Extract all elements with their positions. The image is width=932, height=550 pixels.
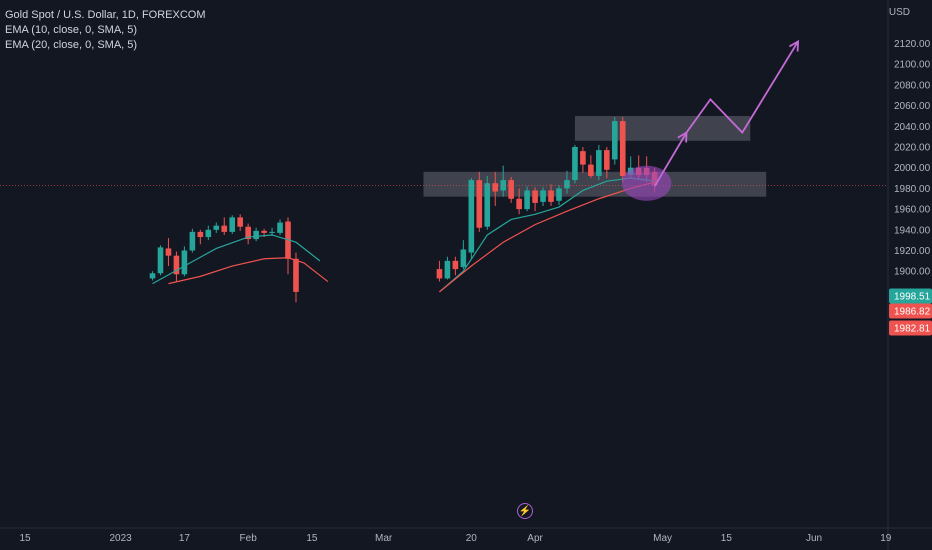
y-tick-label: 2000.00: [894, 163, 931, 174]
candle-body[interactable]: [604, 150, 610, 170]
ema10-line-0[interactable]: [152, 234, 321, 285]
x-tick-label: 15: [306, 533, 318, 544]
candle-body[interactable]: [619, 121, 626, 176]
ema20-line-0[interactable]: [168, 257, 329, 285]
y-tick-label: 1980.00: [894, 184, 931, 195]
candle-body[interactable]: [508, 180, 514, 199]
candle-body[interactable]: [532, 190, 538, 203]
candle-body[interactable]: [165, 248, 172, 256]
x-tick-label: 15: [721, 533, 733, 544]
candle-body[interactable]: [436, 269, 443, 279]
candle-body[interactable]: [580, 151, 586, 165]
x-tick-label: Feb: [240, 533, 258, 544]
candle-body[interactable]: [237, 217, 243, 227]
candle-body[interactable]: [205, 229, 212, 238]
zone-0[interactable]: [423, 171, 767, 197]
candle-body[interactable]: [516, 198, 522, 210]
y-tick-label: 1960.00: [894, 205, 931, 216]
candle-body[interactable]: [197, 231, 204, 238]
price-label-bg: [889, 320, 932, 336]
x-tick-label: Mar: [375, 533, 393, 544]
candle-body[interactable]: [468, 180, 475, 253]
candle-body[interactable]: [524, 190, 530, 210]
legend-ema20[interactable]: EMA (20, close, 0, SMA, 5): [5, 39, 138, 51]
candle-body[interactable]: [596, 150, 602, 176]
price-label: 1986.82: [894, 307, 931, 318]
price-label: 1982.81: [894, 324, 931, 335]
price-label-bg: [889, 288, 932, 304]
currency-label[interactable]: USD: [888, 7, 910, 18]
candle-body[interactable]: [548, 190, 554, 202]
candle-body[interactable]: [540, 190, 546, 202]
y-tick-label: 1900.00: [894, 267, 931, 278]
candle-body[interactable]: [269, 231, 275, 233]
candle-body[interactable]: [476, 180, 483, 228]
x-tick-label: Jun: [806, 533, 822, 544]
lightning-icon[interactable]: ⚡: [517, 503, 533, 519]
legend-ema10[interactable]: EMA (10, close, 0, SMA, 5): [5, 24, 138, 36]
candle-body[interactable]: [484, 183, 491, 227]
price-label-bg: [889, 303, 932, 319]
x-tick-label: 2023: [110, 533, 133, 544]
candle-body[interactable]: [157, 247, 164, 274]
x-tick-label: May: [653, 533, 672, 544]
candle-body[interactable]: [611, 121, 618, 160]
y-tick-label: 1920.00: [894, 246, 931, 257]
y-tick-label: 2120.00: [894, 39, 931, 50]
chart-legend: Gold Spot / U.S. Dollar, 1D, FOREXCOM EM…: [5, 8, 206, 53]
candle-body[interactable]: [229, 217, 236, 232]
y-tick-label: 1940.00: [894, 225, 931, 236]
zone-1[interactable]: [574, 115, 751, 141]
candle-body[interactable]: [213, 225, 220, 230]
candle-body[interactable]: [492, 183, 499, 192]
candle-body[interactable]: [181, 250, 188, 275]
candle-body[interactable]: [556, 188, 562, 201]
candle-body[interactable]: [245, 226, 251, 240]
candle-body[interactable]: [253, 230, 259, 240]
x-tick-label: 15: [19, 533, 31, 544]
candle-body[interactable]: [189, 231, 196, 251]
candle-body[interactable]: [564, 180, 570, 189]
x-tick-label: 17: [179, 533, 191, 544]
candle-body[interactable]: [572, 147, 578, 181]
projection-arrow-1: [677, 130, 688, 143]
ema10-line-1[interactable]: [439, 177, 655, 293]
legend-symbol[interactable]: Gold Spot / U.S. Dollar, 1D, FOREXCOM: [5, 9, 206, 21]
candle-body[interactable]: [149, 273, 156, 279]
y-tick-label: 2080.00: [894, 80, 931, 91]
x-tick-label: Apr: [527, 533, 543, 544]
x-tick-label: 19: [880, 533, 892, 544]
candle-body[interactable]: [261, 230, 267, 233]
candle-body[interactable]: [452, 260, 459, 270]
highlight-ellipse[interactable]: [621, 165, 672, 201]
candle-body[interactable]: [500, 180, 506, 191]
projection-arrow-2: [788, 39, 800, 52]
y-tick-label: 2060.00: [894, 101, 931, 112]
candle-body[interactable]: [277, 222, 283, 233]
candle-body[interactable]: [293, 258, 299, 292]
y-tick-label: 2100.00: [894, 60, 931, 71]
candle-body[interactable]: [444, 260, 451, 279]
candle-body[interactable]: [460, 249, 467, 268]
price-label: 1998.51: [894, 292, 931, 303]
x-tick-label: 20: [466, 533, 478, 544]
y-tick-label: 2020.00: [894, 143, 931, 154]
candle-body[interactable]: [173, 255, 180, 275]
projection-path[interactable]: [653, 40, 799, 187]
candle-body[interactable]: [588, 164, 594, 176]
y-tick-label: 2040.00: [894, 122, 931, 133]
candle-body[interactable]: [221, 225, 228, 232]
